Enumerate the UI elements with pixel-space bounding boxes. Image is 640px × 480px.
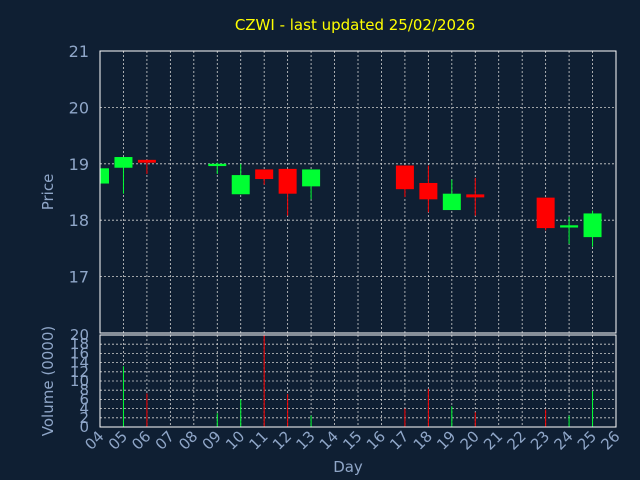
volume-tick-label: 16: [70, 344, 89, 362]
volume-tick-label: 4: [79, 400, 89, 418]
x-tick-label: 09: [199, 427, 225, 453]
x-tick-label: 15: [339, 427, 365, 453]
price-tick-label: 19: [69, 155, 89, 174]
volume-tick-label: 10: [70, 372, 89, 390]
candle-body: [536, 197, 555, 229]
x-tick-label: 24: [550, 427, 576, 453]
volume-tick-label: 20: [70, 326, 89, 344]
volume-axis-label: Volume (0000): [39, 326, 57, 436]
candle-body: [208, 163, 227, 167]
volume-tick-label: 18: [70, 335, 89, 353]
candle-body: [114, 157, 133, 168]
candle-body: [560, 225, 579, 228]
volume-tick-label: 0: [79, 418, 89, 436]
candle-body: [466, 194, 485, 198]
x-tick-label: 21: [480, 427, 506, 453]
volume-tick-label: 14: [70, 354, 89, 372]
candle-body: [100, 168, 109, 184]
x-tick-label: 17: [386, 427, 412, 453]
x-tick-label: 19: [433, 427, 459, 453]
x-tick-label: 23: [527, 427, 553, 453]
candle-body: [278, 168, 297, 194]
volume-tick-label: 2: [79, 409, 89, 427]
x-tick-label: 26: [597, 427, 623, 453]
price-axis-label: Price: [39, 174, 57, 211]
x-tick-label: 16: [363, 427, 389, 453]
volume-tick-label: 8: [79, 381, 89, 399]
price-panel-frame: [99, 50, 617, 334]
candle-body: [583, 213, 602, 238]
volume-panel-frame: [99, 334, 617, 428]
candle-body: [442, 193, 461, 211]
candle-body: [302, 169, 321, 187]
candle-body: [419, 182, 438, 200]
x-tick-label: 12: [269, 427, 295, 453]
x-tick-label: 14: [316, 427, 342, 453]
chart-title: CZWI - last updated 25/02/2026: [235, 16, 475, 34]
candle-body: [395, 165, 414, 190]
x-tick-label: 10: [222, 427, 248, 453]
x-tick-label: 06: [128, 427, 154, 453]
x-tick-label: 11: [246, 427, 272, 453]
x-tick-label: 13: [292, 427, 318, 453]
x-tick-label: 25: [574, 427, 600, 453]
x-axis-label: Day: [333, 458, 363, 476]
price-tick-label: 18: [69, 211, 89, 230]
x-tick-label: 20: [457, 427, 483, 453]
candle-body: [255, 169, 274, 180]
price-tick-label: 17: [69, 268, 89, 287]
candle-body: [231, 175, 250, 195]
volume-tick-label: 6: [79, 390, 89, 408]
x-tick-label: 07: [152, 427, 178, 453]
candle-body: [137, 159, 156, 163]
price-tick-label: 20: [69, 98, 89, 117]
x-tick-label: 18: [410, 427, 436, 453]
x-tick-label: 05: [105, 427, 131, 453]
price-tick-label: 21: [69, 42, 89, 61]
x-tick-label: 22: [504, 427, 530, 453]
x-tick-label: 08: [175, 427, 201, 453]
volume-tick-label: 12: [70, 363, 89, 381]
